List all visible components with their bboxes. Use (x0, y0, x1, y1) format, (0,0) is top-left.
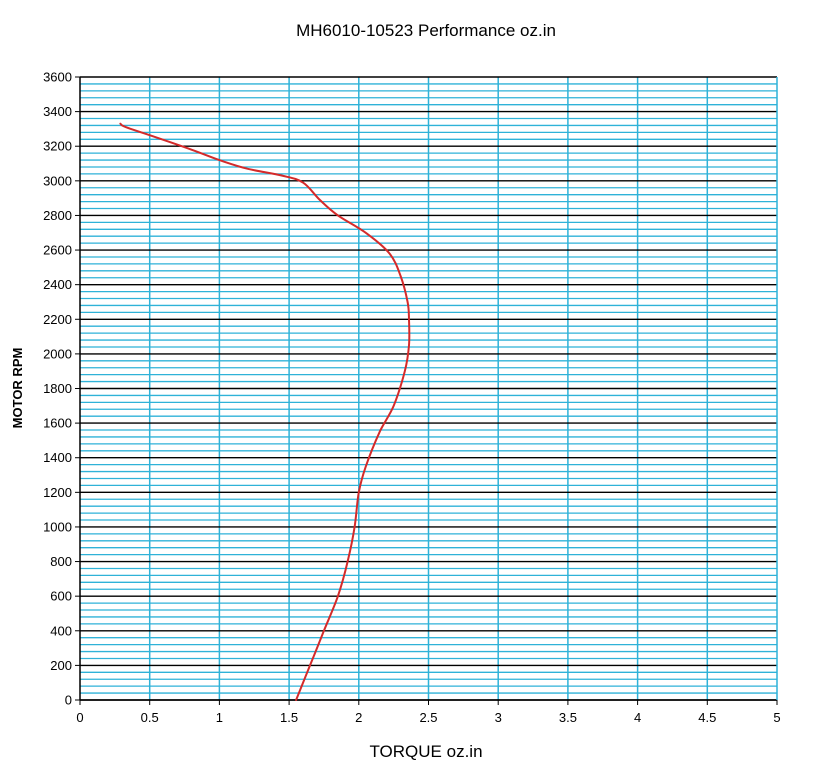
x-tick-label: 2.5 (419, 710, 437, 725)
y-tick-label: 2600 (43, 243, 72, 258)
y-tick-label: 1800 (43, 381, 72, 396)
y-tick-label: 1600 (43, 416, 72, 431)
x-axis-label: TORQUE oz.in (369, 742, 482, 761)
y-tick-label: 3400 (43, 104, 72, 119)
plot-area: 0 200 400 600 800 1000 1200 1400 1600 1800 2000 220… (43, 70, 781, 726)
y-tick-label: 1400 (43, 450, 72, 465)
y-tick-label: 3000 (43, 173, 72, 188)
x-tick-label: 4.5 (698, 710, 716, 725)
y-tick-label: 800 (50, 554, 72, 569)
torque-curve (119, 122, 411, 701)
x-tick-label: 3 (495, 710, 502, 725)
y-tick-label: 1200 (43, 485, 72, 500)
y-tick-label: 3200 (43, 139, 72, 154)
y-tick-label: 1000 (43, 519, 72, 534)
x-tick-label: 0 (76, 710, 83, 725)
y-tick-label: 600 (50, 589, 72, 604)
y-tick-label: 200 (50, 658, 72, 673)
y-tick-label: 2800 (43, 208, 72, 223)
y-tick-label: 400 (50, 623, 72, 638)
y-tick-label: 2200 (43, 312, 72, 327)
y-axis-label: MOTOR RPM (10, 348, 25, 429)
x-tick-label: 3.5 (559, 710, 577, 725)
y-tick-label: 2400 (43, 277, 72, 292)
x-tick-label: 4 (634, 710, 641, 725)
x-tick-label: 5 (773, 710, 780, 725)
x-tick-label: 2 (355, 710, 362, 725)
x-tick-label: 1 (216, 710, 223, 725)
x-tick-label: 0.5 (141, 710, 159, 725)
y-tick-label: 0 (65, 693, 72, 708)
y-tick-label: 3600 (43, 70, 72, 85)
y-tick-label: 2000 (43, 346, 72, 361)
x-tick-label: 1.5 (280, 710, 298, 725)
chart-title: MH6010-10523 Performance oz.in (296, 21, 556, 40)
